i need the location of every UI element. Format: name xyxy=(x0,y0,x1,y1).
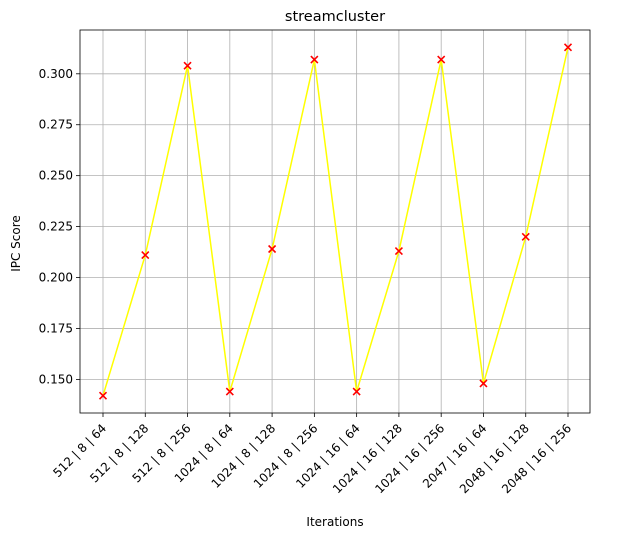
data-point-marker xyxy=(394,246,403,256)
grid xyxy=(80,30,590,413)
marker-stroke xyxy=(352,387,361,396)
y-tick-label: 0.250 xyxy=(39,169,73,183)
marker-stroke xyxy=(268,244,277,254)
series-line xyxy=(102,47,569,396)
marker-stroke xyxy=(563,43,573,52)
data-point-marker xyxy=(225,387,234,396)
data-point-marker xyxy=(98,391,108,400)
marker-stroke xyxy=(225,387,234,396)
chart-title: streamcluster xyxy=(285,9,385,25)
data-point-marker xyxy=(268,244,277,254)
y-axis-title: IPC Score xyxy=(9,215,23,272)
y-tick-label: 0.150 xyxy=(39,372,73,386)
y-tick-label: 0.200 xyxy=(39,271,73,285)
marker-stroke xyxy=(98,391,108,400)
y-tick-label: 0.175 xyxy=(39,321,73,335)
y-tick-label: 0.225 xyxy=(39,220,73,234)
data-point-marker xyxy=(310,55,319,64)
data-point-marker xyxy=(437,55,446,64)
markers-group xyxy=(98,43,573,400)
data-point-marker xyxy=(141,251,150,260)
y-tick-label: 0.300 xyxy=(39,67,73,81)
marker-stroke xyxy=(141,251,150,260)
data-point-marker xyxy=(563,43,573,52)
marker-stroke xyxy=(394,246,403,256)
plot-frame xyxy=(79,29,591,414)
marker-stroke xyxy=(310,55,319,64)
x-axis-title: Iterations xyxy=(306,515,363,529)
data-point-marker xyxy=(352,387,361,396)
marker-stroke xyxy=(183,61,192,70)
series-line-group xyxy=(102,47,569,396)
marker-stroke xyxy=(479,379,488,388)
marker-stroke xyxy=(521,232,530,241)
y-axis: 0.150 0.175 0.200 0.225 0.250 0.275 0.300 xyxy=(39,67,80,386)
marker-stroke xyxy=(437,55,446,64)
y-tick-label: 0.275 xyxy=(39,118,73,132)
data-point-marker xyxy=(183,61,192,70)
data-point-marker xyxy=(479,379,488,388)
data-point-marker xyxy=(521,232,530,241)
